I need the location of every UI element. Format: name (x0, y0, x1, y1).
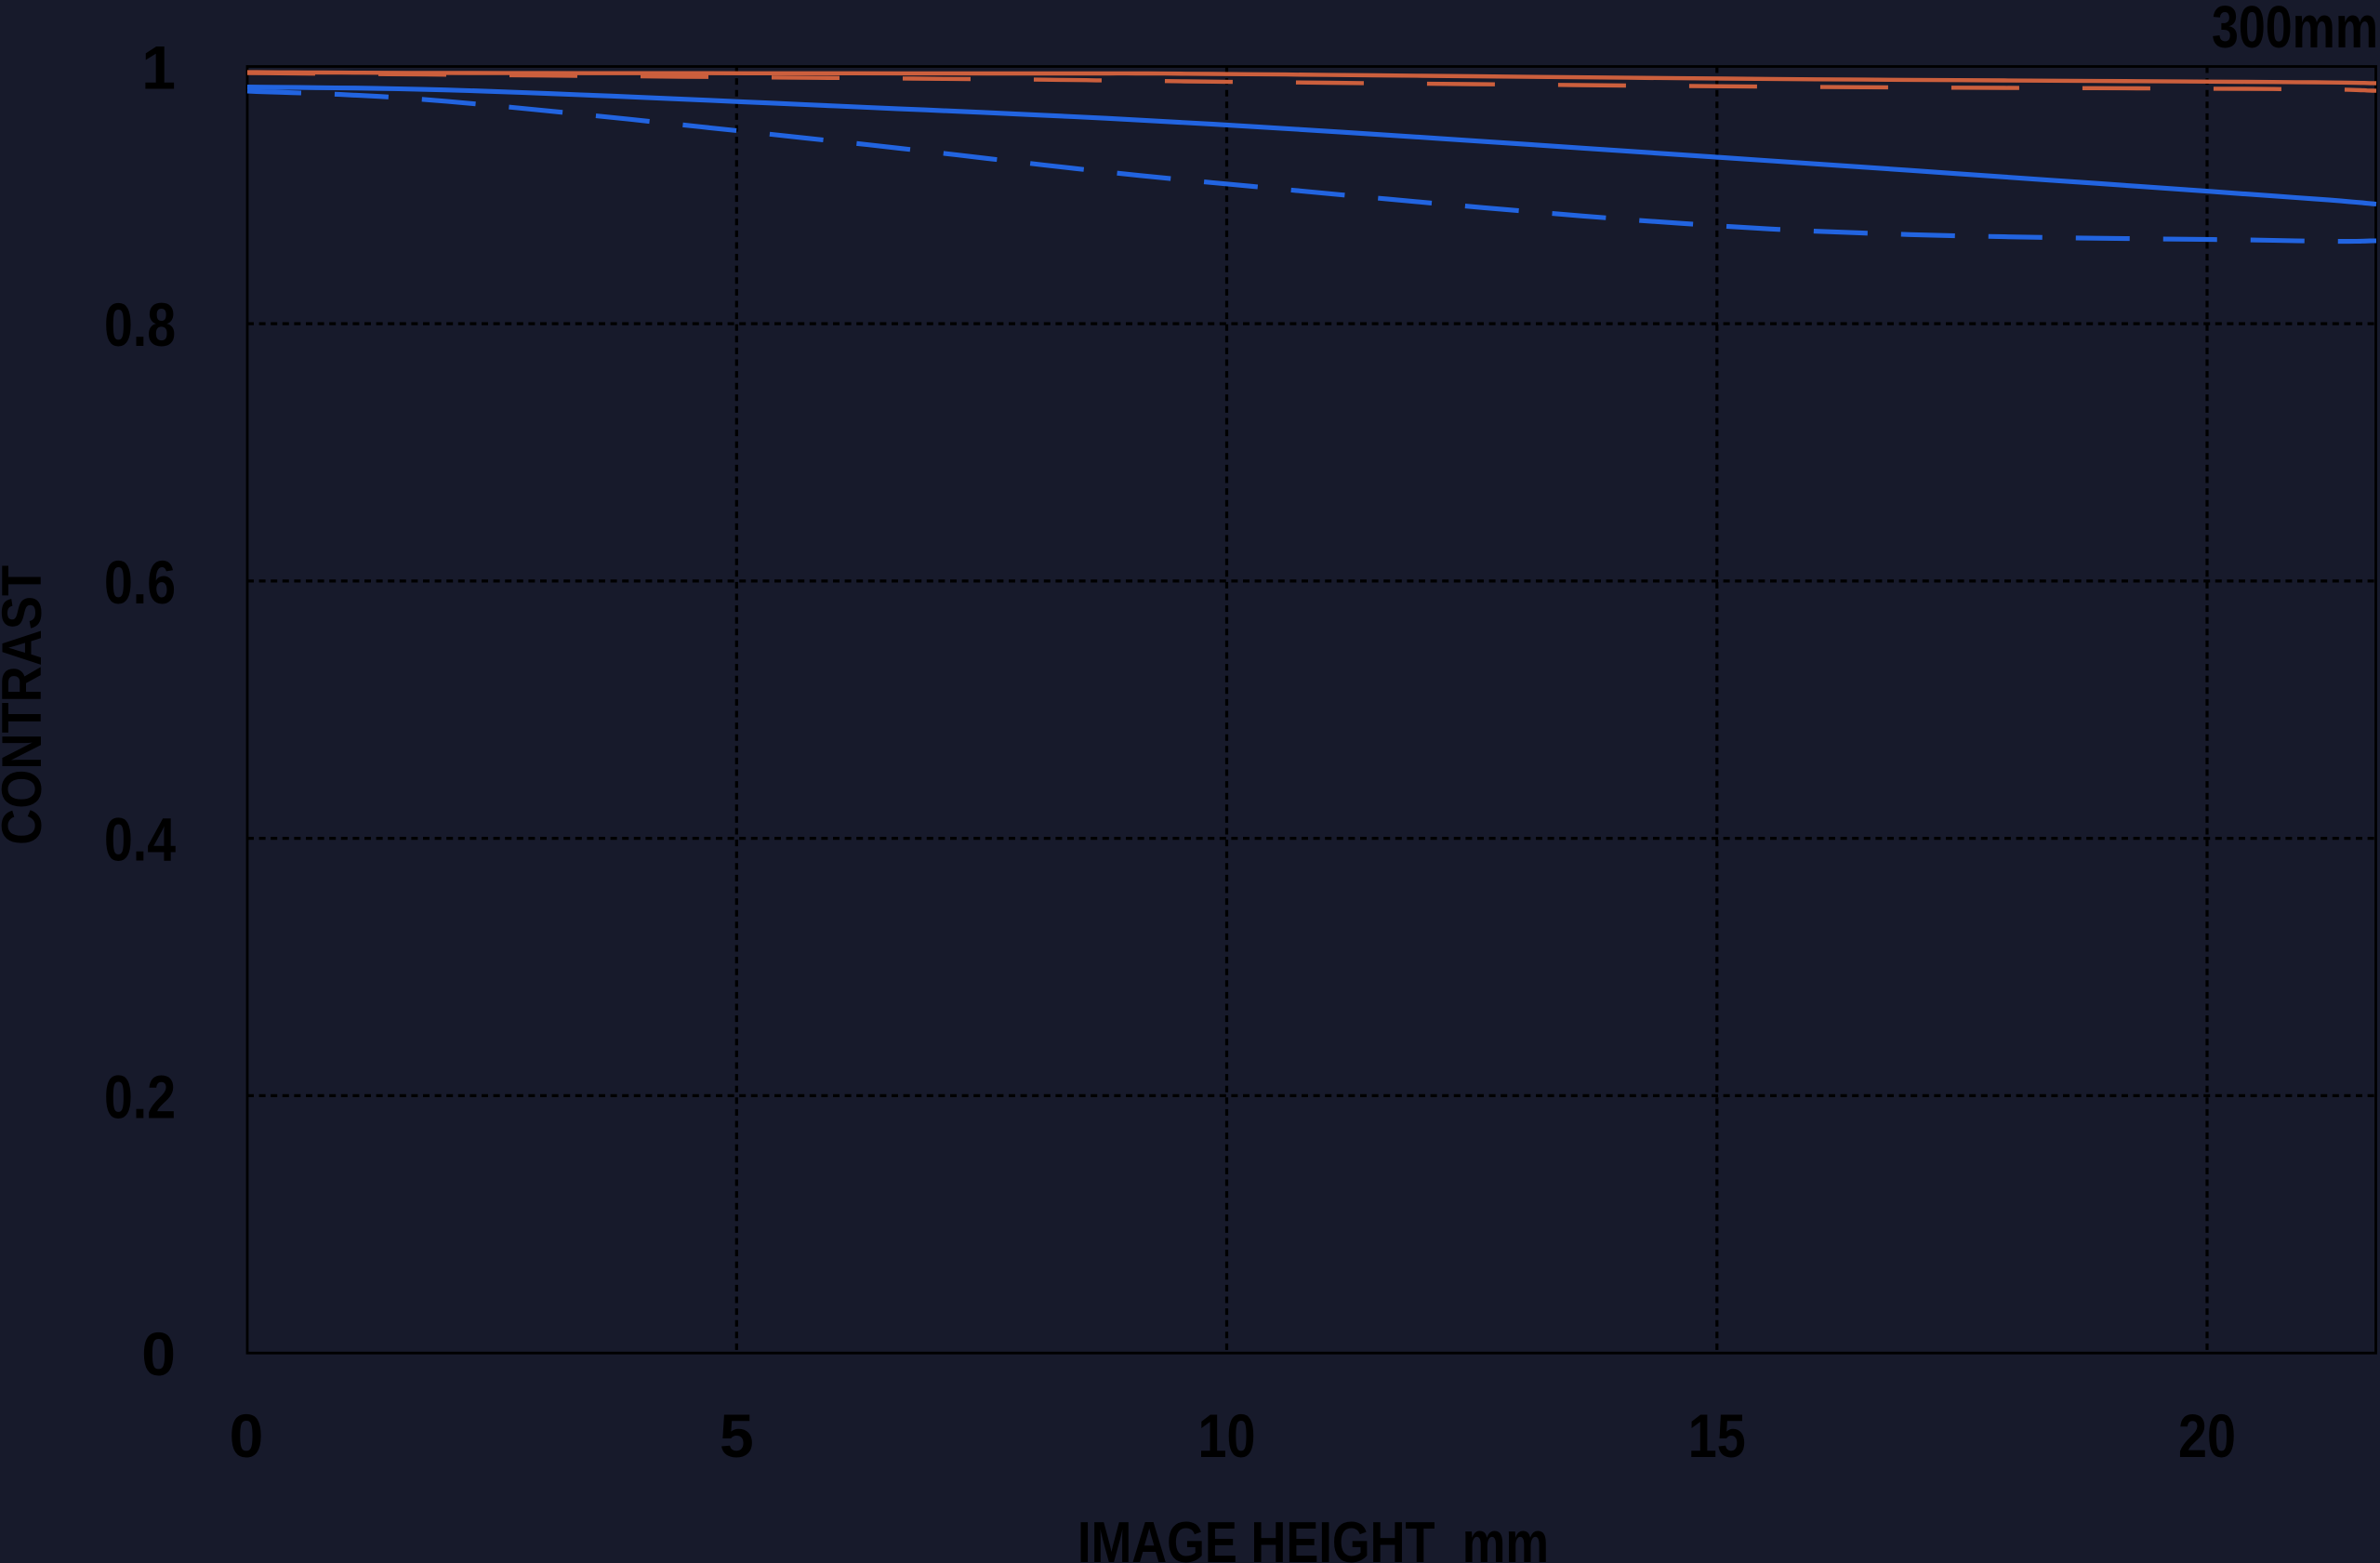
svg-text:20: 20 (2178, 1401, 2236, 1470)
svg-text:0.6: 0.6 (104, 548, 176, 616)
svg-text:10: 10 (1198, 1401, 1256, 1470)
svg-text:0.4: 0.4 (104, 805, 176, 874)
svg-text:15: 15 (1688, 1401, 1746, 1470)
svg-text:1: 1 (141, 33, 176, 102)
svg-text:CONTRAST: CONTRAST (0, 565, 53, 845)
svg-text:300mm: 300mm (2212, 0, 2378, 60)
svg-text:0.8: 0.8 (104, 290, 176, 359)
svg-text:IMAGE HEIGHT mm: IMAGE HEIGHT mm (1078, 1511, 1549, 1563)
svg-text:0.2: 0.2 (104, 1062, 176, 1131)
svg-text:5: 5 (720, 1401, 754, 1470)
svg-text:0: 0 (141, 1319, 176, 1388)
svg-text:0: 0 (230, 1401, 264, 1470)
